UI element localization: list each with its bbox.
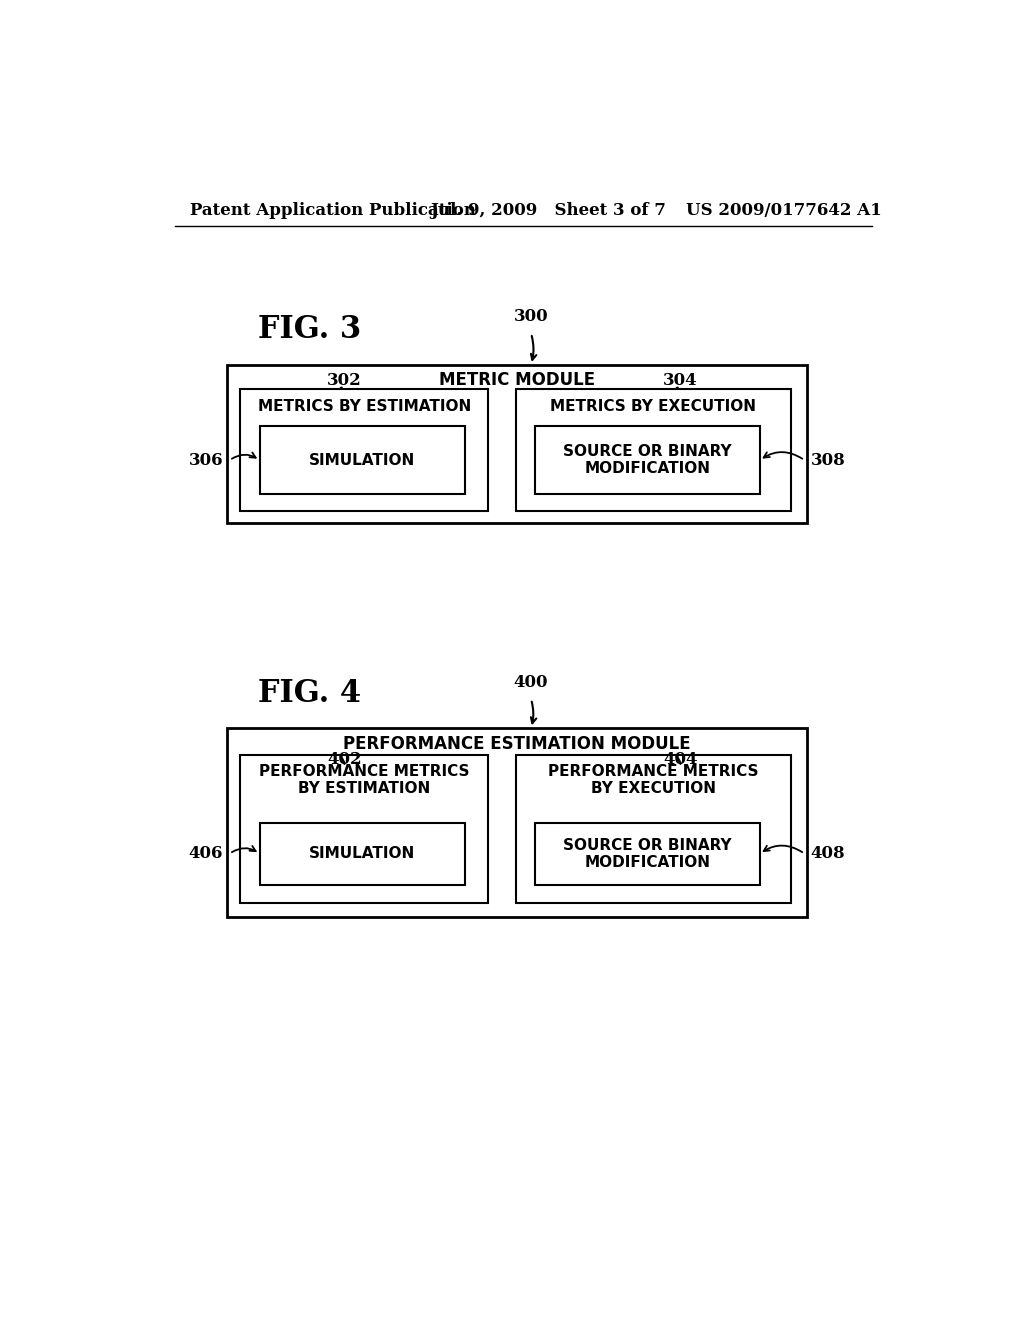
Text: 304: 304 (664, 372, 698, 388)
Bar (260, 426, 465, 494)
Text: METRICS BY EXECUTION: METRICS BY EXECUTION (550, 399, 756, 414)
Text: PERFORMANCE METRICS
BY EXECUTION: PERFORMANCE METRICS BY EXECUTION (548, 763, 759, 796)
Text: FIG. 4: FIG. 4 (258, 678, 361, 709)
Bar (241, 389, 488, 511)
Text: 302: 302 (327, 372, 361, 388)
Text: PERFORMANCE METRICS
BY ESTIMATION: PERFORMANCE METRICS BY ESTIMATION (259, 763, 470, 796)
Text: SOURCE OR BINARY
MODIFICATION: SOURCE OR BINARY MODIFICATION (563, 444, 731, 477)
Text: SOURCE OR BINARY
MODIFICATION: SOURCE OR BINARY MODIFICATION (563, 837, 731, 870)
Text: 400: 400 (514, 675, 548, 692)
Text: FIG. 3: FIG. 3 (258, 314, 361, 345)
Text: 404: 404 (664, 751, 697, 767)
Text: 408: 408 (811, 845, 846, 862)
Text: Patent Application Publication: Patent Application Publication (190, 202, 476, 219)
Bar (515, 755, 791, 903)
Bar (535, 426, 760, 494)
Text: 406: 406 (188, 845, 223, 862)
Text: METRICS BY ESTIMATION: METRICS BY ESTIMATION (258, 399, 471, 414)
Bar (227, 364, 807, 523)
Text: PERFORMANCE ESTIMATION MODULE: PERFORMANCE ESTIMATION MODULE (343, 735, 691, 752)
Text: METRIC MODULE: METRIC MODULE (439, 371, 595, 389)
Bar (535, 822, 760, 884)
Bar (260, 822, 465, 884)
Bar (515, 389, 791, 511)
Text: 306: 306 (188, 451, 223, 469)
Text: 402: 402 (328, 751, 361, 767)
Text: 308: 308 (811, 451, 846, 469)
Text: SIMULATION: SIMULATION (309, 453, 416, 467)
Bar (241, 755, 488, 903)
Text: SIMULATION: SIMULATION (309, 846, 416, 861)
Text: US 2009/0177642 A1: US 2009/0177642 A1 (686, 202, 882, 219)
Text: 300: 300 (514, 309, 548, 326)
Bar (227, 729, 807, 917)
Text: Jul. 9, 2009   Sheet 3 of 7: Jul. 9, 2009 Sheet 3 of 7 (430, 202, 667, 219)
